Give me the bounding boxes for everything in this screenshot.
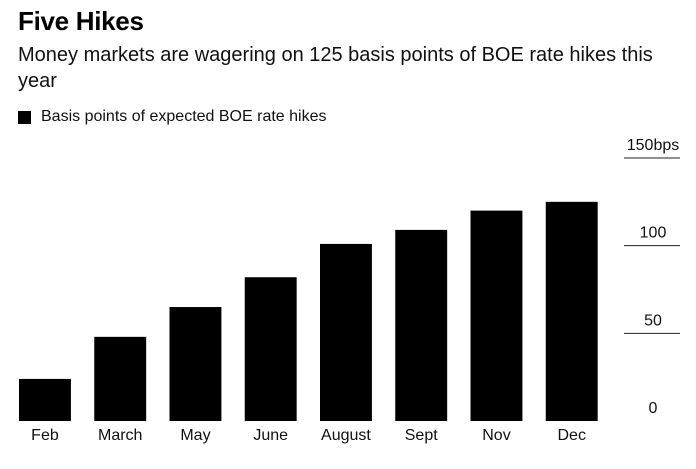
x-tick-label-august: August [321, 427, 371, 444]
x-tick-label-dec: Dec [557, 427, 585, 444]
legend-label: Basis points of expected BOE rate hikes [41, 108, 327, 125]
x-tick-label-sept: Sept [405, 427, 438, 444]
bar-sept [395, 229, 448, 421]
x-tick-label-march: March [98, 427, 142, 444]
y-tick-label-100: 100 [640, 225, 667, 242]
bar-dec [545, 201, 598, 421]
x-tick-label-may: May [180, 427, 210, 444]
chart-subtitle: Money markets are wagering on 125 basis … [18, 44, 653, 92]
chart-title: Five Hikes [18, 6, 144, 36]
x-tick-label-june: June [253, 427, 288, 444]
y-tick-label-50: 50 [644, 312, 662, 329]
legend: Basis points of expected BOE rate hikes [18, 108, 326, 126]
x-tick-label-feb: Feb [31, 427, 59, 444]
y-tick-label-150: 150bps [627, 137, 680, 154]
legend-swatch [18, 110, 31, 124]
bar-feb [19, 378, 71, 421]
bar-march [94, 336, 147, 421]
bar-nov [470, 210, 523, 421]
x-tick-label-nov: Nov [482, 427, 510, 444]
y-tick-label-0: 0 [649, 400, 658, 417]
bar-may [169, 307, 222, 421]
bar-august [320, 243, 372, 421]
bar-june [244, 277, 297, 421]
